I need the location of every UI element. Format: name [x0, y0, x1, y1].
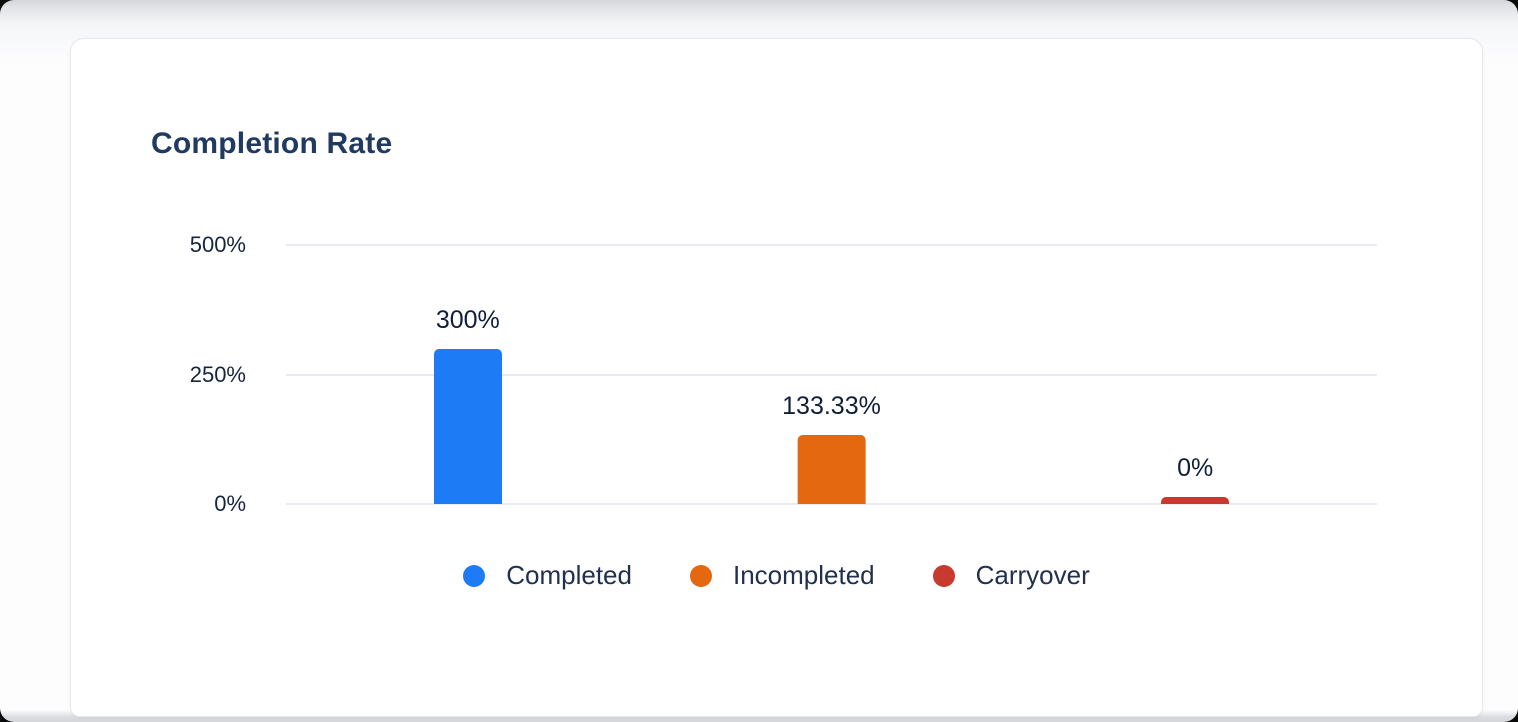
- bar-carryover[interactable]: [1161, 497, 1230, 504]
- bar-group-incompleted: 133.33%: [782, 392, 881, 504]
- chart-legend: Completed Incompleted Carryover: [71, 560, 1482, 591]
- bar-group-completed: 300%: [433, 306, 502, 504]
- bar-value-label: 0%: [1177, 454, 1214, 482]
- bar-value-label: 133.33%: [782, 392, 881, 420]
- chart-card: Completion Rate 0% 250% 500% 300% 133.33% 0%…: [70, 38, 1483, 717]
- gridline-500%: [286, 244, 1377, 246]
- bar-incompleted[interactable]: [797, 435, 866, 504]
- y-tick-label: 500%: [189, 232, 246, 257]
- legend-label: Carryover: [975, 560, 1090, 590]
- legend-dot-icon: [463, 564, 486, 587]
- gridline-0%: [286, 503, 1377, 505]
- legend-item-incompleted[interactable]: Incompleted: [689, 560, 875, 591]
- bar-group-carryover: 0%: [1161, 454, 1230, 504]
- legend-label: Incompleted: [732, 560, 875, 590]
- plot-area: 0% 250% 500% 300% 133.33% 0%: [190, 232, 1377, 516]
- bar-value-label: 300%: [435, 306, 500, 334]
- chart-title: Completion Rate: [151, 127, 393, 160]
- legend-dot-icon: [932, 564, 955, 587]
- legend-dot-icon: [689, 564, 712, 587]
- gridline-250%: [286, 373, 1377, 376]
- bar-completed[interactable]: [433, 349, 502, 504]
- y-tick-label: 0%: [214, 491, 246, 516]
- y-tick-label: 250%: [189, 361, 246, 387]
- legend-item-carryover[interactable]: Carryover: [932, 560, 1090, 591]
- legend-item-completed[interactable]: Completed: [463, 560, 632, 591]
- legend-label: Completed: [506, 560, 632, 590]
